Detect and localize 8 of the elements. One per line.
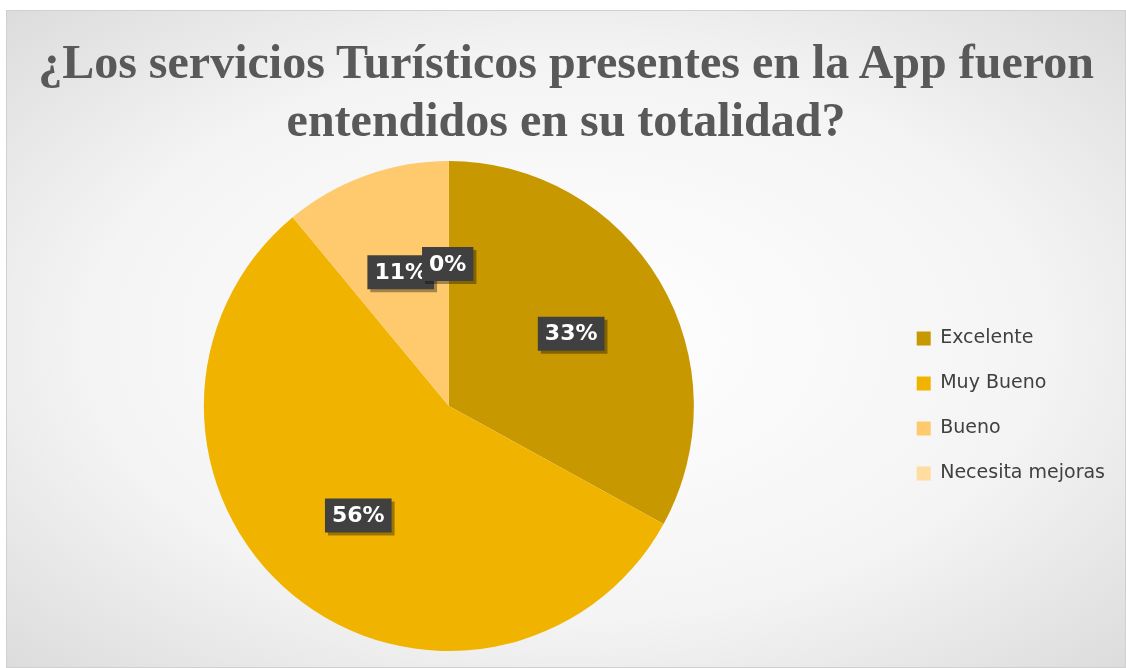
text: 0% [429, 250, 467, 276]
legend-label: Muy Bueno [940, 370, 1047, 393]
legend-label: Excelente [940, 325, 1034, 348]
chart-title: ¿Los servicios Turísticos presentes en la App fueron entendidos en su totalidad? [37, 34, 1095, 148]
data-label: 33% [544, 320, 598, 346]
legend-label: Necesita mejoras [940, 460, 1106, 483]
legend-label: Bueno [940, 415, 1001, 438]
data-label: 56% [331, 502, 385, 528]
